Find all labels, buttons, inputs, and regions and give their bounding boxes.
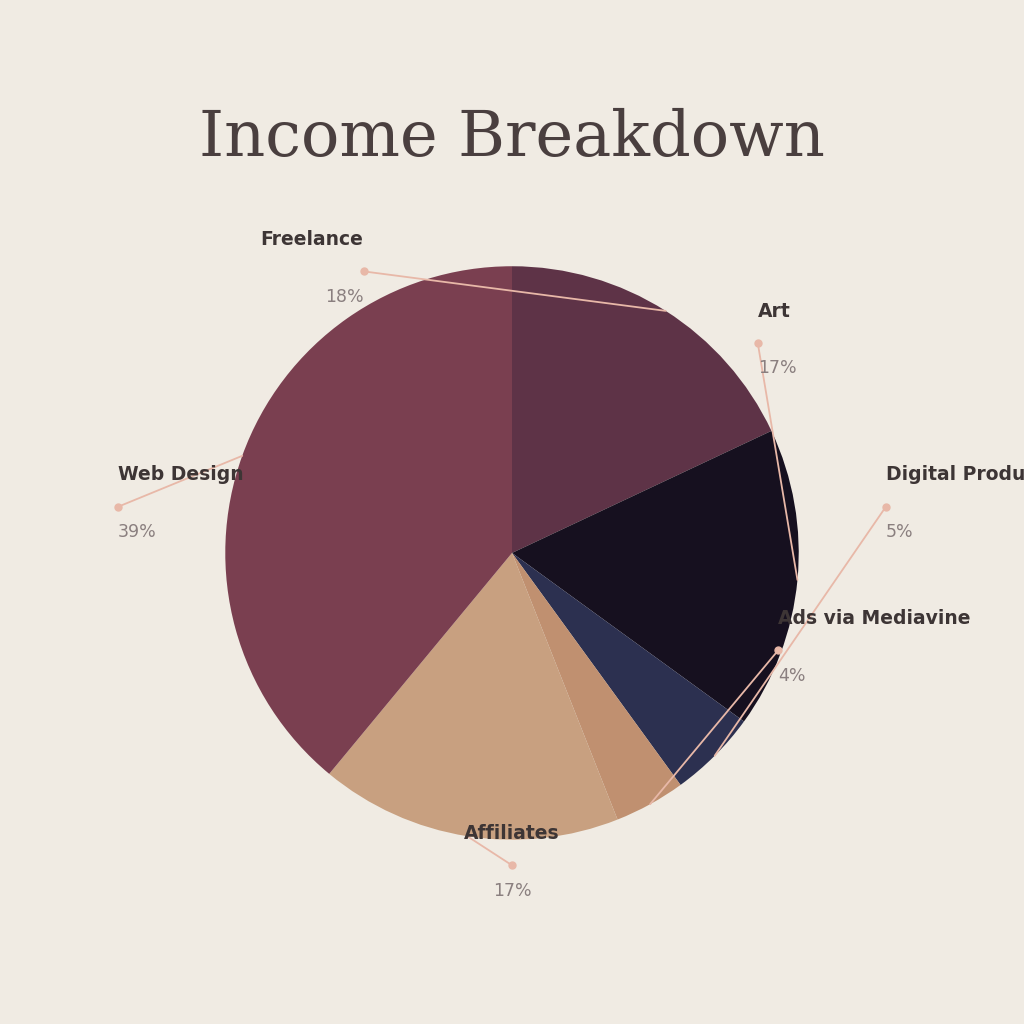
Text: Ads via Mediavine: Ads via Mediavine	[778, 608, 971, 628]
Text: Affiliates: Affiliates	[464, 823, 560, 843]
Text: Freelance: Freelance	[261, 229, 364, 249]
Text: 5%: 5%	[886, 523, 913, 542]
Wedge shape	[330, 553, 617, 840]
Text: 17%: 17%	[493, 882, 531, 900]
Wedge shape	[512, 266, 771, 553]
Text: 4%: 4%	[778, 667, 806, 685]
Text: Art: Art	[758, 301, 791, 321]
Text: 39%: 39%	[118, 523, 157, 542]
Wedge shape	[225, 266, 512, 774]
Wedge shape	[512, 431, 799, 722]
Text: 18%: 18%	[325, 288, 364, 306]
Text: Income Breakdown: Income Breakdown	[199, 108, 825, 169]
Text: Web Design: Web Design	[118, 465, 244, 484]
Wedge shape	[512, 553, 744, 785]
Text: Digital Products: Digital Products	[886, 465, 1024, 484]
Text: 17%: 17%	[758, 359, 797, 378]
Wedge shape	[512, 553, 681, 819]
